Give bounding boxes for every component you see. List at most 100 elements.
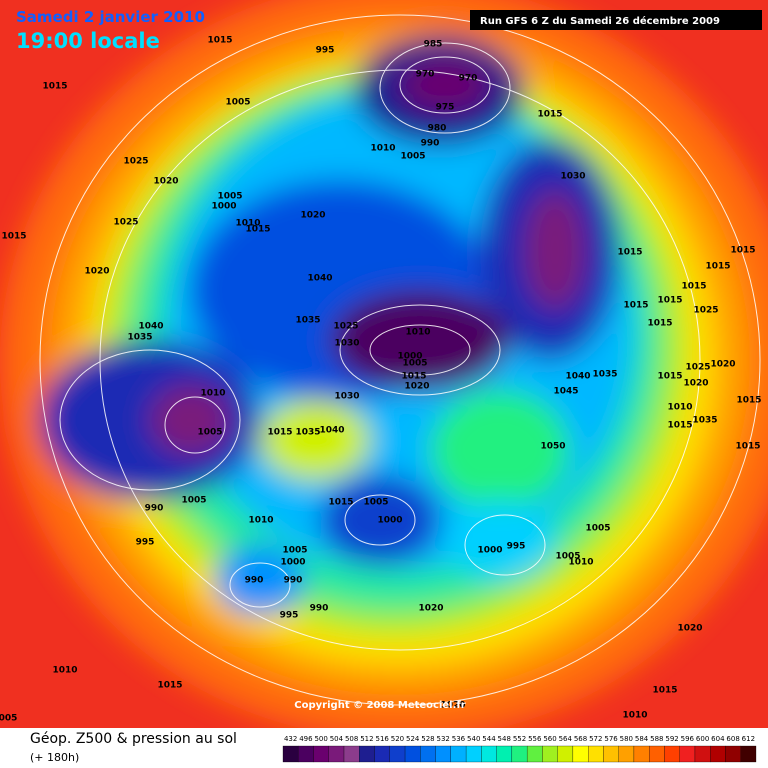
scale-label: 596 [681, 735, 695, 743]
isobar-label: 1015 [735, 442, 760, 452]
scale-swatch [572, 745, 589, 763]
isobar-label: 1050 [540, 442, 565, 452]
isobar-label: 970 [459, 74, 478, 84]
scale-swatch [588, 745, 604, 763]
footer-title: Géop. Z500 & pression au sol [30, 731, 237, 747]
isobar-label: 1025 [123, 157, 148, 167]
isobar-label: 985 [424, 40, 443, 50]
isobar-label: 1030 [334, 339, 359, 349]
isobar-label: 1040 [138, 322, 163, 332]
scale-label: 516 [375, 735, 389, 743]
scale-label: 528 [421, 735, 434, 743]
scale-swatch [343, 745, 360, 763]
isobar-label: 990 [310, 604, 329, 614]
scale-label: 572 [589, 735, 602, 743]
isobar-label: 1005 [555, 552, 580, 562]
scale-swatch [313, 745, 329, 763]
scale-swatch [710, 745, 726, 763]
scale-label: 564 [559, 735, 573, 743]
isobar-label: 1040 [565, 372, 590, 382]
isobar-label: 990 [284, 576, 303, 586]
isobar-label: 1015 [736, 396, 761, 406]
isobar-label: 1005 [181, 496, 206, 506]
scale-swatch [481, 745, 497, 763]
scale-label: 584 [635, 735, 649, 743]
isobar-label: 1000 [377, 516, 402, 526]
isobar-label: 1040 [307, 274, 332, 284]
isobar-label: 1005 [585, 524, 610, 534]
scale-label: 536 [452, 735, 466, 743]
scale-swatch [679, 745, 696, 763]
scale-swatch [649, 745, 665, 763]
scale-label: 592 [665, 735, 678, 743]
scale-swatch [435, 745, 451, 763]
isobar-label: 1045 [553, 387, 578, 397]
isobar-label: 1020 [300, 211, 325, 221]
scale-swatch [557, 745, 574, 763]
scale-swatch [404, 745, 421, 763]
scale-swatch [328, 745, 345, 763]
isobar-label: 1010 [52, 666, 77, 676]
isobar-label: 1005 [197, 428, 222, 438]
scale-label: 524 [406, 735, 420, 743]
isobar-label: 1010 [405, 328, 430, 338]
scale-swatch [633, 745, 650, 763]
scale-label: 556 [528, 735, 542, 743]
isobar-label: 1005 [282, 546, 307, 556]
isobar-label: 1010 [370, 144, 395, 154]
isobar-label: 1020 [404, 382, 429, 392]
color-scale: 432 496 500 504 508 512 516 520 524 528 532 536 540 5… [282, 735, 757, 763]
scale-label: 608 [726, 735, 739, 743]
isobar-label: 1015 [328, 498, 353, 508]
scale-swatch [603, 745, 619, 763]
copyright: Copyright © 2008 Meteociel.fr [294, 700, 465, 711]
isobar-label: 1015 [207, 36, 232, 46]
isobar-label: 1030 [560, 172, 585, 182]
scale-swatch [664, 745, 680, 763]
scale-swatch [450, 745, 467, 763]
isobar-label: 005 [0, 714, 17, 724]
scale-label: 512 [360, 735, 373, 743]
scale-label: 604 [711, 735, 725, 743]
isobar-label: 1030 [334, 392, 359, 402]
scale-label: 496 [299, 735, 313, 743]
isobar-label: 1025 [333, 322, 358, 332]
geopotential-field [0, 0, 768, 740]
isobar-label: 1000 [397, 352, 422, 362]
isobar-label: 1015 [267, 428, 292, 438]
scale-label: 532 [437, 735, 450, 743]
isobar-label: 1015 [623, 301, 648, 311]
isobar-label: 1015 [657, 372, 682, 382]
isobar-label: 1005 [400, 152, 425, 162]
isobar-label: 1035 [295, 428, 320, 438]
isobar-label: 990 [245, 576, 264, 586]
isobar-label: 995 [507, 542, 526, 552]
isobar-label: 1005 [363, 498, 388, 508]
isobar-label: 1015 [681, 282, 706, 292]
isobar-label: 1035 [692, 416, 717, 426]
isobar-label: 995 [136, 538, 155, 548]
isobar-label: 1010 [235, 219, 260, 229]
scale-swatch [359, 745, 375, 763]
scale-label: 600 [696, 735, 709, 743]
isobar-label: 1005 [217, 192, 242, 202]
scale-swatch [618, 745, 635, 763]
isobar-label: 1025 [685, 363, 710, 373]
isobar-label: 1015 [667, 421, 692, 431]
isobar-label: 1005 [402, 359, 427, 369]
isobar-label: 1010 [568, 558, 593, 568]
isobar-label: 1010 [667, 403, 692, 413]
scale-swatch [298, 745, 314, 763]
isobar-label: 1025 [693, 306, 718, 316]
isobar-label: 995 [316, 46, 335, 56]
isobar-labels: 1015 995 985 970 970 1015 1005 975 980 1015 990 101… [0, 36, 762, 724]
isobar-label: 1040 [319, 426, 344, 436]
isobar-label: 1000 [280, 558, 305, 568]
isobar-label: 1010 [200, 389, 225, 399]
isobar-label: 1000 [477, 546, 502, 556]
scale-label: 560 [543, 735, 556, 743]
scale-label: 588 [650, 735, 663, 743]
isobar-label: 1015 [657, 296, 682, 306]
